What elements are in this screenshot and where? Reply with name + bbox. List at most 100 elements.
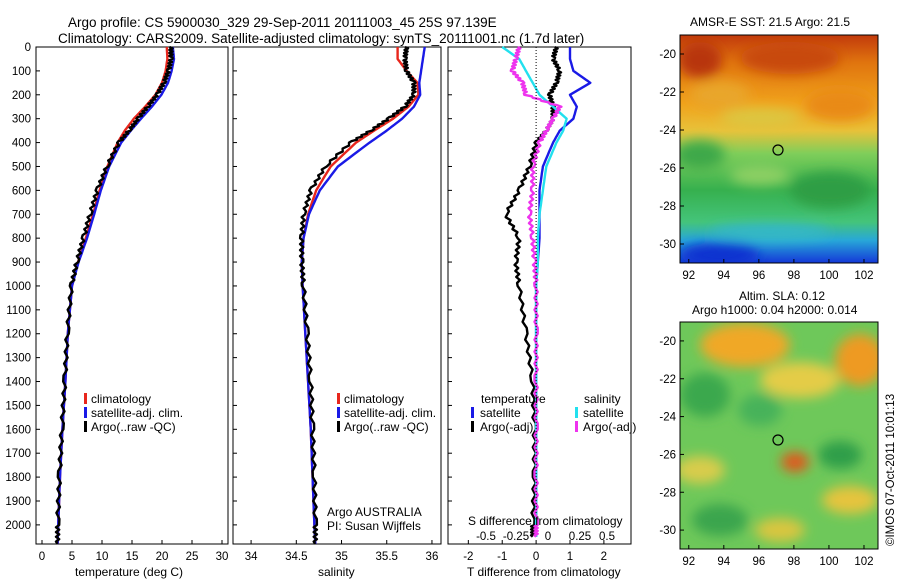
- depth-tick-label: 0: [25, 42, 31, 54]
- sla-map-subtitle: Argo h1000: 0.04 h2000: 0.014: [692, 303, 858, 317]
- legend-label-climatology: climatology: [344, 392, 404, 406]
- sla-yellow-patch: [760, 362, 840, 398]
- x-tick-label: 0: [39, 551, 45, 563]
- legend-swatch-satellite: [84, 407, 87, 418]
- depth-tick-label: 900: [12, 257, 31, 269]
- x-tick-label: 30: [216, 551, 229, 563]
- map-y-tick-label: -20: [659, 336, 676, 348]
- map-y-tick-label: -20: [659, 49, 676, 61]
- sla-yellow-patch: [680, 456, 725, 484]
- x-tick-label: 34: [245, 551, 258, 563]
- legend-heading-temperature: temperature: [481, 392, 546, 406]
- difference-panel-frame: [447, 46, 632, 545]
- legend-swatch-climatology: [337, 393, 340, 404]
- sst-map-axes: 92 94 96 98 100 102 -20 -22 -24 -26 -28 -30: [659, 49, 873, 282]
- argo-float-marker: [772, 144, 784, 156]
- legend-swatch-s-satellite: [575, 407, 578, 418]
- map-y-tick-label: -24: [659, 125, 676, 137]
- depth-tick-label: 1000: [5, 281, 31, 293]
- depth-tick-label: 100: [12, 66, 31, 78]
- map-y-tick-label: -22: [659, 374, 676, 386]
- legend-swatch-climatology: [84, 393, 87, 404]
- sst-map: [680, 35, 878, 263]
- sst-green-patch: [680, 141, 725, 169]
- legend-label-t-satellite: satellite: [480, 406, 521, 420]
- map-y-tick-label: -30: [659, 525, 676, 537]
- x-tick-label: 35.5: [376, 551, 398, 563]
- difference-xlabel: T difference from climatology: [467, 565, 621, 579]
- x2-tick-label: 0.5: [599, 531, 615, 543]
- pi-label: PI: Susan Wijffels: [327, 519, 421, 533]
- depth-tick-label: 1600: [5, 424, 31, 436]
- temperature-panel: 0 5 10 15 20 25 30: [39, 45, 229, 563]
- sst-orange-patch: [690, 81, 750, 109]
- sla-green-eddy: [818, 441, 862, 469]
- map-y-tick-label: -30: [659, 239, 676, 251]
- salinity-panel-frame: [232, 46, 442, 545]
- map-x-tick-label: 92: [682, 556, 695, 568]
- argo-program-label: Argo AUSTRALIA: [327, 505, 422, 519]
- sst-light-green-patch: [730, 165, 790, 185]
- x-tick-label: 25: [186, 551, 199, 563]
- sst-warm-patch: [680, 42, 722, 78]
- sst-yellow-patch: [720, 108, 800, 128]
- map-x-tick-label: 102: [854, 556, 873, 568]
- sla-orange-eddy: [781, 452, 809, 472]
- series-line-3: [509, 45, 563, 538]
- x-tick-label: -1: [497, 551, 507, 563]
- legend-label-argo: Argo(..raw -QC): [344, 420, 429, 434]
- depth-tick-label: 600: [12, 185, 31, 197]
- series-line-2: [298, 45, 417, 545]
- salinity-legend: climatology satellite-adj. clim. Argo(..…: [337, 392, 436, 434]
- series-line-1: [504, 45, 563, 538]
- difference-legend: temperature salinity satellite Argo(-adj…: [471, 392, 636, 434]
- sla-map-frame: [679, 321, 879, 550]
- legend-swatch-satellite: [337, 407, 340, 418]
- map-y-tick-label: -22: [659, 87, 676, 99]
- map-x-tick-label: 96: [752, 556, 765, 568]
- depth-tick-label: 400: [12, 138, 31, 150]
- figure-title-line2: Climatology: CARS2009. Satellite-adjuste…: [58, 31, 584, 46]
- depth-tick-label: 800: [12, 233, 31, 245]
- map-x-tick-label: 100: [819, 270, 838, 282]
- depth-tick-label: 1800: [5, 472, 31, 484]
- legend-swatch-t-argo: [471, 421, 474, 432]
- difference-panel: -2 -1 0 1 2 -0.5 -0.25 0 0.25 0.5: [463, 45, 615, 563]
- sla-map-title: Altim. SLA: 0.12: [739, 289, 825, 303]
- depth-tick-label: 1200: [5, 329, 31, 341]
- x2-tick-label: 0: [545, 531, 551, 543]
- temperature-xlabel: temperature (deg C): [75, 565, 183, 579]
- sla-green-eddy: [680, 373, 730, 417]
- x-tick-label: 34.5: [285, 551, 307, 563]
- x-tick-label: 5: [69, 551, 75, 563]
- map-x-tick-label: 98: [787, 270, 800, 282]
- map-x-tick-label: 92: [682, 270, 695, 282]
- legend-heading-salinity: salinity: [584, 392, 621, 406]
- legend-swatch-s-argo: [575, 421, 578, 432]
- x-tick-label: 20: [156, 551, 169, 563]
- x-tick-label: 1: [567, 551, 573, 563]
- sla-green-eddy: [692, 504, 748, 536]
- map-x-tick-label: 94: [717, 270, 730, 282]
- sla-yellow-patch: [822, 486, 878, 514]
- x-tick-label: 10: [96, 551, 109, 563]
- depth-axis: 0 100 200 300 400 500 600 700 800 900 1000 1100 1200…: [5, 42, 452, 532]
- legend-label-t-argo: Argo(-adj): [480, 420, 533, 434]
- depth-tick-label: 300: [12, 114, 31, 126]
- map-y-tick-label: -26: [659, 163, 676, 175]
- series-line-0: [56, 46, 169, 545]
- x-tick-label: 0: [533, 551, 539, 563]
- depth-tick-label: 2000: [5, 520, 31, 532]
- sla-orange-eddy: [700, 323, 790, 367]
- depth-tick-label: 1700: [5, 448, 31, 460]
- map-y-tick-label: -24: [659, 412, 676, 424]
- sst-warm-patch: [740, 42, 840, 74]
- series-line-1: [300, 46, 426, 545]
- sst-map-title: AMSR-E SST: 21.5 Argo: 21.5: [690, 15, 850, 29]
- copyright-footer: ©IMOS 07-Oct-2011 10:01:13: [885, 394, 897, 546]
- argo-float-marker: [772, 434, 784, 446]
- sst-cyan-patch: [710, 224, 830, 240]
- legend-label-s-argo: Argo(-adj): [583, 420, 636, 434]
- map-x-tick-label: 102: [854, 270, 873, 282]
